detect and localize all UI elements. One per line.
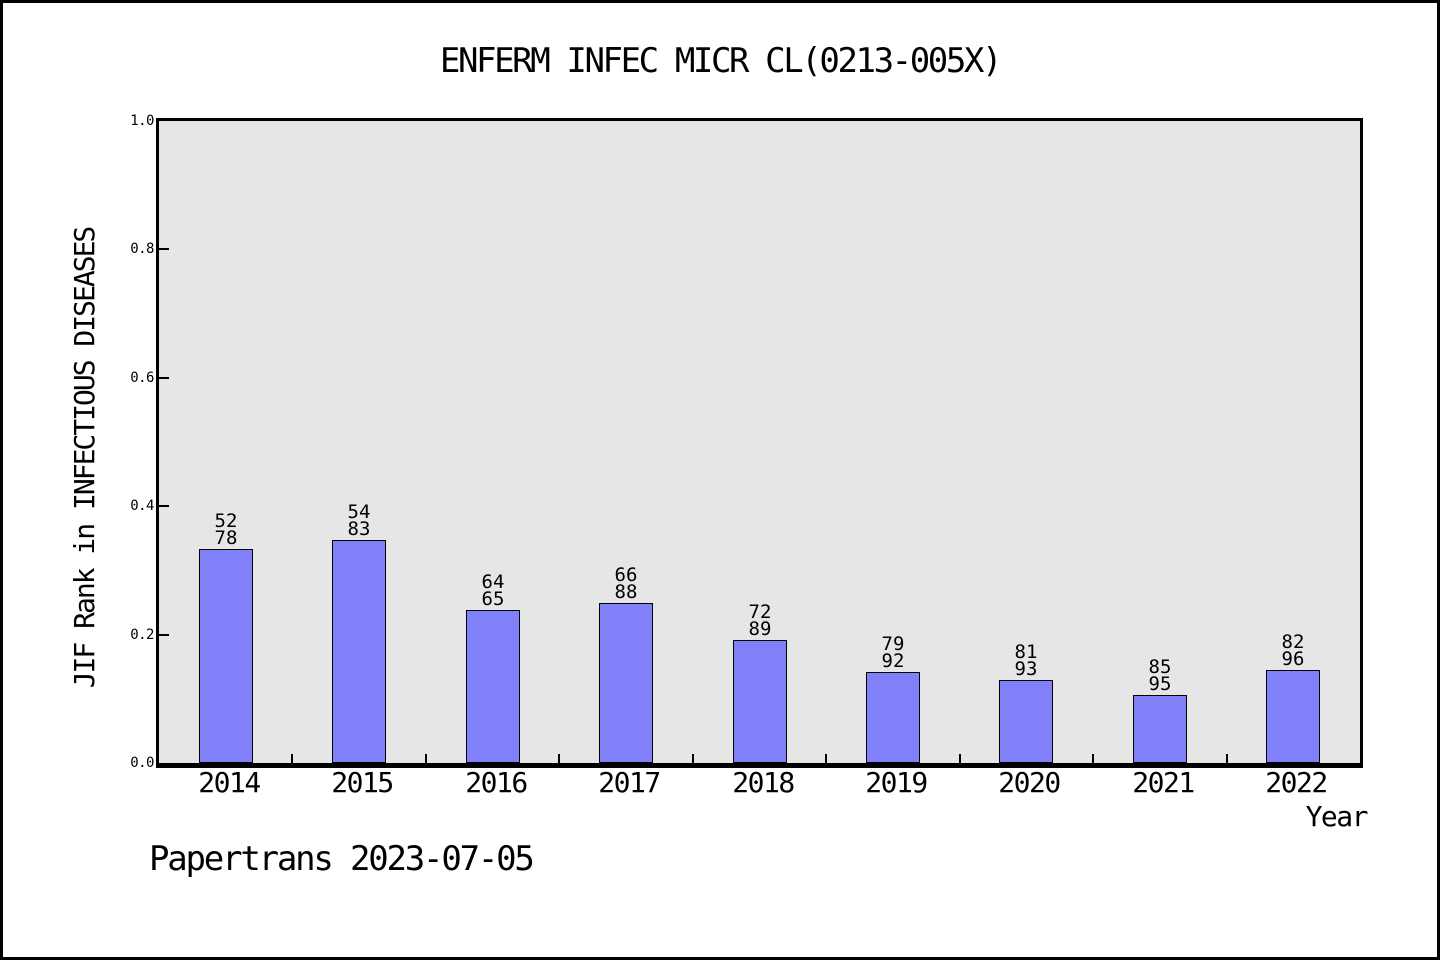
x-tick-mark: [692, 754, 694, 763]
bar-2018: [733, 640, 787, 763]
bar-label-total: 95: [1148, 673, 1172, 695]
bar-label-rank: 81: [1014, 641, 1038, 663]
bar-label-2020: 81 93: [976, 641, 1076, 680]
x-tick-label-2021: 2021: [1132, 766, 1195, 799]
x-tick-mark: [1226, 754, 1228, 763]
bar-2020: [999, 680, 1053, 763]
x-tick-label-2020: 2020: [998, 766, 1061, 799]
bar-label-2017: 66 88: [576, 564, 676, 603]
bar-label-rank: 66: [614, 564, 638, 586]
bar-label-rank: 82: [1281, 631, 1305, 653]
bar-label-total: 96: [1281, 648, 1305, 670]
y-tick-mark: [159, 377, 169, 379]
x-tick-label-2018: 2018: [732, 766, 795, 799]
bar-2014: [199, 549, 253, 763]
bar-label-total: 65: [481, 588, 505, 610]
y-tick-label-1.0: 1.0: [130, 113, 154, 129]
bar-label-rank: 79: [881, 633, 905, 655]
y-tick-mark: [159, 634, 169, 636]
bar-label-2015: 54 83: [309, 501, 409, 540]
bar-label-rank: 54: [347, 501, 371, 523]
footer-text: Papertrans 2023-07-05: [149, 839, 535, 879]
x-tick-label-2019: 2019: [865, 766, 928, 799]
y-tick-label-0.6: 0.6: [130, 370, 154, 386]
chart-title: ENFERM INFEC MICR CL(0213-005X): [439, 41, 1003, 81]
x-tick-label-2014: 2014: [198, 766, 261, 799]
y-tick-label-0.8: 0.8: [130, 241, 154, 257]
bar-label-total: 88: [614, 581, 638, 603]
x-tick-mark: [959, 754, 961, 763]
bar-label-2021: 85 95: [1110, 656, 1210, 695]
x-tick-mark: [825, 754, 827, 763]
bar-label-total: 93: [1014, 658, 1038, 680]
bar-label-rank: 64: [481, 571, 505, 593]
bar-2016: [466, 610, 520, 763]
bar-2022: [1266, 670, 1320, 763]
x-tick-label-2022: 2022: [1265, 766, 1328, 799]
bar-label-2016: 64 65: [443, 571, 543, 610]
x-tick-label-2015: 2015: [331, 766, 394, 799]
y-tick-label-0.0: 0.0: [130, 755, 154, 771]
y-tick-mark: [159, 505, 169, 507]
bar-2021: [1133, 695, 1187, 763]
bar-label-total: 83: [347, 518, 371, 540]
bar-label-rank: 52: [214, 510, 238, 532]
bar-label-total: 78: [214, 527, 238, 549]
x-tick-mark: [425, 754, 427, 763]
bar-label-2022: 82 96: [1243, 631, 1343, 670]
bar-label-2018: 72 89: [710, 601, 810, 640]
x-tick-mark: [291, 754, 293, 763]
x-tick-mark: [1092, 754, 1094, 763]
y-tick-label-0.2: 0.2: [130, 627, 154, 643]
x-tick-mark: [558, 754, 560, 763]
bar-label-2019: 79 92: [843, 633, 943, 672]
bar-2019: [866, 672, 920, 763]
plot-area: 52 78 54 83 64 65 66 88 72 89 79 92 81 93 85 95 82 96: [156, 118, 1363, 768]
bar-label-rank: 85: [1148, 656, 1172, 678]
bar-label-total: 89: [748, 618, 772, 640]
bar-label-2014: 52 78: [176, 510, 276, 549]
bar-2017: [599, 603, 653, 763]
bar-label-rank: 72: [748, 601, 772, 623]
y-tick-label-0.4: 0.4: [130, 498, 154, 514]
bar-label-total: 92: [881, 650, 905, 672]
y-tick-mark: [159, 248, 169, 250]
x-tick-label-2017: 2017: [598, 766, 661, 799]
x-axis-title: Year: [1305, 800, 1369, 833]
bar-2015: [332, 540, 386, 763]
x-tick-label-2016: 2016: [465, 766, 528, 799]
